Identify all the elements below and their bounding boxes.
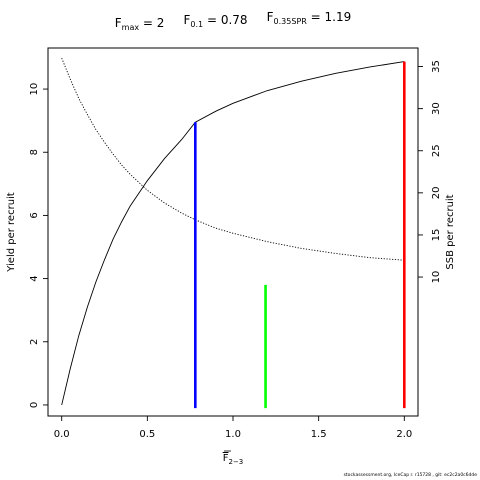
y-right-tick-label: 35 [431,60,442,73]
x-tick-label: 1.5 [311,429,327,440]
x-tick-label: 2.0 [396,429,412,440]
y-right-tick-label: 10 [431,271,442,284]
y-left-tick-label: 6 [29,212,40,218]
y-left-tick-label: 10 [29,83,40,96]
chart-title: Fmax = 2 F0.1 = 0.78 F0.35SPR = 1.19 [115,10,351,32]
y-right-tick-label: 15 [431,229,442,242]
y-axis-label-right: SSB per recruit [445,194,456,269]
x-tick-label: 0.0 [54,429,70,440]
y-right-tick-label: 25 [431,144,442,157]
footer-note: stockassessment.org, IceCap r. r15728 , … [343,473,477,478]
y-right-tick-label: 20 [431,186,442,199]
x-tick-label: 0.5 [139,429,155,440]
y-left-tick-label: 2 [29,339,40,345]
y-axis-label-left: Yield per recruit [6,192,17,273]
ssb-curve [61,57,405,261]
yield-curve [61,61,405,406]
y-right-tick-label: 30 [431,102,442,115]
y-left-tick-label: 8 [29,149,40,155]
y-left-tick-label: 0 [29,402,40,408]
y-left-tick-label: 4 [29,275,40,281]
x-axis-label: F2−3 [223,453,244,466]
x-tick-label: 1.0 [225,429,241,440]
